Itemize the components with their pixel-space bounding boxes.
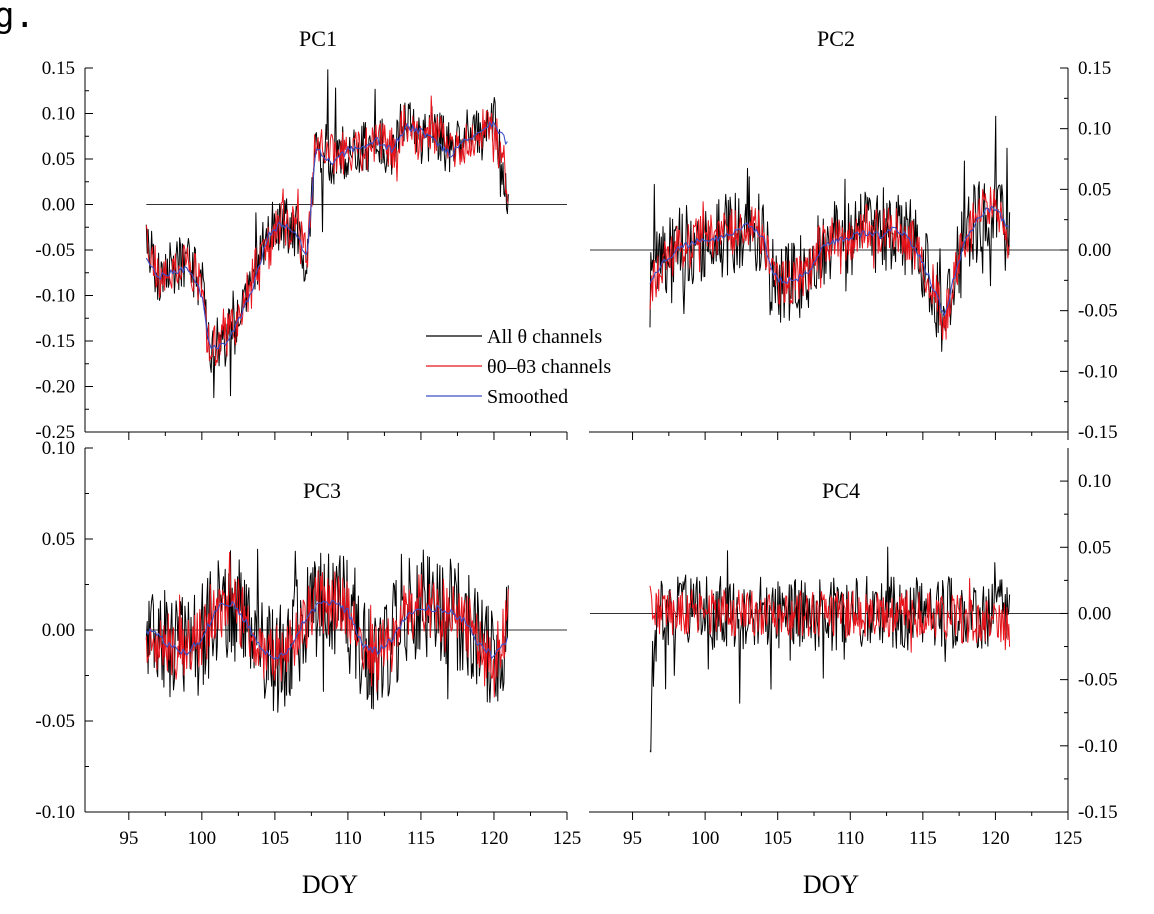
panel-pc3: PC3 0.10 0.05 0.00 -0.05 -0.10 95 100 105 110 115… xyxy=(35,438,581,899)
x-tick-label: 110 xyxy=(334,828,362,849)
y-tick-label: 0.10 xyxy=(1078,471,1111,492)
panel-pc1: PC1 0.15 0.10 0.05 0.00 -0.05 -0.10 -0.15 -0.20… xyxy=(35,26,611,443)
y-tick-label: 0.00 xyxy=(1078,603,1111,624)
x-tick-label: 105 xyxy=(261,828,290,849)
y-tick-label: 0.15 xyxy=(42,58,75,79)
panel-title: PC1 xyxy=(299,26,337,51)
series-line-0-3-channels xyxy=(145,551,509,698)
y-tick-label: -0.05 xyxy=(1078,670,1118,691)
y-tick-label: -0.05 xyxy=(1078,301,1118,322)
x-tick-label: 115 xyxy=(407,828,435,849)
y-tick-label: 0.05 xyxy=(1078,537,1111,558)
corner-fragment: g. xyxy=(0,0,35,36)
y-tick-label: 0.05 xyxy=(42,149,75,170)
y-tick-label: -0.20 xyxy=(35,377,75,398)
series-line-all-channels xyxy=(649,546,1011,753)
y-tick-label: 0.00 xyxy=(42,195,75,216)
series-line-all-channels xyxy=(145,69,509,399)
y-tick-label: -0.15 xyxy=(1078,422,1118,443)
panel-title: PC2 xyxy=(817,26,855,51)
x-tick-label: 105 xyxy=(763,828,792,849)
x-tick-label: 110 xyxy=(836,828,864,849)
legend-label-smoothed: Smoothed xyxy=(487,386,568,408)
y-tick-label: -0.05 xyxy=(35,240,75,261)
y-tick-label: -0.10 xyxy=(1078,361,1118,382)
x-tick-label: 100 xyxy=(691,828,720,849)
series-line-0-3-channels xyxy=(649,578,1011,653)
series-line-smoothed xyxy=(145,599,508,660)
series-line-all-channels xyxy=(145,548,509,713)
x-tick-label: 115 xyxy=(909,828,937,849)
x-axis-title: DOY xyxy=(302,870,359,899)
series-line-0-3-channels xyxy=(145,95,509,367)
y-tick-label: -0.25 xyxy=(35,422,75,443)
y-tick-label: 0.10 xyxy=(42,438,75,459)
series-line-smoothed xyxy=(145,121,508,350)
series-line-smoothed xyxy=(649,205,1010,316)
y-tick-label: -0.15 xyxy=(1078,802,1118,823)
x-tick-label: 125 xyxy=(1054,828,1083,849)
x-tick-label: 125 xyxy=(553,828,582,849)
x-tick-label: 120 xyxy=(981,828,1010,849)
y-tick-label: 0.00 xyxy=(42,620,75,641)
y-tick-label: 0.05 xyxy=(42,529,75,550)
y-tick-label: -0.10 xyxy=(1078,736,1118,757)
y-tick-label: 0.00 xyxy=(1078,240,1111,261)
x-tick-label: 120 xyxy=(480,828,509,849)
panel-pc4: PC4 0.10 0.05 0.00 -0.05 -0.10 -0.15 95 100 105 1… xyxy=(589,448,1118,899)
panel-pc2: PC2 0.15 0.10 0.05 0.00 -0.05 -0.10 -0.15 xyxy=(589,26,1118,443)
panel-title: PC4 xyxy=(822,478,860,503)
x-axis-title: DOY xyxy=(803,870,860,899)
x-tick-label: 95 xyxy=(119,828,138,849)
legend-label-all-channels: All θ channels xyxy=(487,326,602,348)
legend: All θ channels θ0–θ3 channels Smoothed xyxy=(426,326,611,408)
legend-label-theta0-3-channels: θ0–θ3 channels xyxy=(487,356,611,378)
y-tick-label: -0.05 xyxy=(35,711,75,732)
series-line-0-3-channels xyxy=(649,186,1011,341)
y-tick-label: 0.15 xyxy=(1078,58,1111,79)
x-tick-label: 100 xyxy=(188,828,217,849)
y-tick-label: -0.10 xyxy=(35,286,75,307)
y-tick-label: 0.10 xyxy=(1078,119,1111,140)
y-tick-label: -0.15 xyxy=(35,331,75,352)
x-tick-label: 95 xyxy=(623,828,642,849)
y-tick-label: 0.05 xyxy=(1078,179,1111,200)
panel-title: PC3 xyxy=(303,478,341,503)
y-tick-label: 0.10 xyxy=(42,104,75,125)
y-tick-label: -0.10 xyxy=(35,802,75,823)
